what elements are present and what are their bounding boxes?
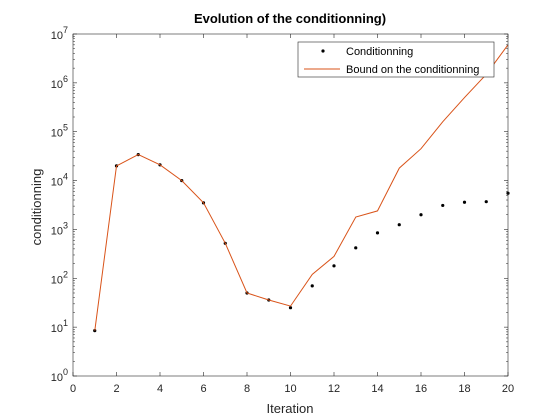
chart-title: Evolution of the conditionning) [194,11,386,26]
data-point-conditionning [288,306,293,310]
legend-marker-conditionning [321,49,325,53]
y-tick-label: 100 [51,367,68,384]
x-tick-label: 18 [458,383,470,395]
x-tick-label: 20 [502,383,514,395]
y-tick-label: 107 [51,25,68,42]
x-tick-label: 16 [415,383,427,395]
legend-label-conditionning: Conditionning [346,46,413,58]
legend: Conditionning Bound on the conditionning [297,41,495,78]
x-tick-label: 0 [70,383,76,395]
y-tick-label: 102 [51,269,68,286]
data-point-conditionning [441,203,445,208]
x-axis: 0 2 4 6 8 10 12 14 16 18 20 [70,34,514,395]
data-point-conditionning [462,200,467,204]
y-axis: 100 101 102 103 104 105 106 107 [51,25,508,384]
legend-box [297,41,495,78]
y-axis-label: conditionning [29,169,44,246]
x-axis-label: Iteration [267,401,314,416]
x-tick-label: 6 [200,383,206,395]
x-tick-label: 14 [371,383,383,395]
y-tick-label: 105 [51,123,68,140]
series-line-bound [94,44,509,331]
y-tick-label: 104 [51,172,68,189]
y-tick-label: 101 [51,318,68,335]
x-tick-label: 2 [113,383,119,395]
data-point-conditionning [354,246,358,250]
series-layer [93,44,510,333]
data-point-conditionning [310,284,314,288]
x-tick-label: 8 [244,383,250,395]
x-tick-label: 10 [284,383,296,395]
x-tick-label: 12 [328,383,340,395]
x-tick-label: 4 [157,383,163,395]
data-point-conditionning [332,264,336,268]
data-point-conditionning [375,231,380,235]
data-point-conditionning [484,200,488,204]
legend-label-bound: Bound on the conditionning [346,64,479,76]
data-point-conditionning [419,213,423,217]
plot-background [73,34,508,376]
y-tick-label: 106 [51,74,68,91]
y-tick-label: 103 [51,220,68,237]
data-point-conditionning [397,223,401,227]
